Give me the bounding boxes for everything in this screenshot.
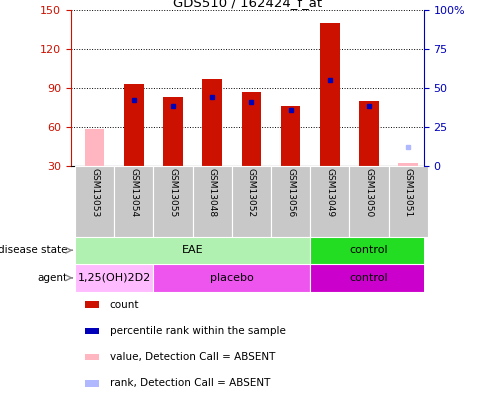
Text: control: control bbox=[350, 273, 388, 283]
Text: GSM13051: GSM13051 bbox=[404, 168, 413, 217]
Text: GSM13055: GSM13055 bbox=[169, 168, 177, 217]
Text: GSM13054: GSM13054 bbox=[129, 168, 138, 217]
Text: percentile rank within the sample: percentile rank within the sample bbox=[110, 326, 286, 336]
Title: GDS510 / 162424_f_at: GDS510 / 162424_f_at bbox=[173, 0, 322, 9]
Text: EAE: EAE bbox=[182, 245, 203, 255]
Bar bbox=[271, 166, 310, 237]
Bar bbox=[320, 23, 340, 166]
Bar bbox=[202, 79, 222, 166]
Text: 1,25(OH)2D2: 1,25(OH)2D2 bbox=[77, 273, 151, 283]
Bar bbox=[85, 380, 99, 387]
Bar bbox=[75, 264, 153, 292]
Text: count: count bbox=[110, 300, 139, 310]
Text: rank, Detection Call = ABSENT: rank, Detection Call = ABSENT bbox=[110, 378, 270, 388]
Bar bbox=[124, 84, 144, 166]
Bar bbox=[310, 237, 428, 264]
Bar bbox=[153, 264, 310, 292]
Text: GSM13048: GSM13048 bbox=[208, 168, 217, 217]
Bar bbox=[349, 166, 389, 237]
Text: placebo: placebo bbox=[210, 273, 254, 283]
Bar bbox=[193, 166, 232, 237]
Bar bbox=[75, 237, 310, 264]
Bar bbox=[232, 166, 271, 237]
Bar bbox=[153, 166, 193, 237]
Bar bbox=[242, 92, 261, 166]
Text: agent: agent bbox=[37, 273, 68, 283]
Bar bbox=[85, 354, 99, 360]
Text: value, Detection Call = ABSENT: value, Detection Call = ABSENT bbox=[110, 352, 275, 362]
Text: GSM13049: GSM13049 bbox=[325, 168, 334, 217]
Bar bbox=[163, 97, 183, 166]
Text: disease state: disease state bbox=[0, 245, 68, 255]
Bar bbox=[75, 166, 114, 237]
Text: control: control bbox=[350, 245, 388, 255]
Bar bbox=[398, 163, 418, 166]
Text: GSM13052: GSM13052 bbox=[247, 168, 256, 217]
Text: GSM13053: GSM13053 bbox=[90, 168, 99, 217]
Bar bbox=[310, 166, 349, 237]
Bar bbox=[281, 106, 300, 166]
Bar bbox=[85, 129, 104, 166]
Bar bbox=[389, 166, 428, 237]
Bar bbox=[85, 328, 99, 334]
Bar bbox=[359, 101, 379, 166]
Bar bbox=[85, 301, 99, 308]
Bar bbox=[114, 166, 153, 237]
Bar bbox=[310, 264, 428, 292]
Text: GSM13050: GSM13050 bbox=[365, 168, 373, 217]
Text: GSM13056: GSM13056 bbox=[286, 168, 295, 217]
